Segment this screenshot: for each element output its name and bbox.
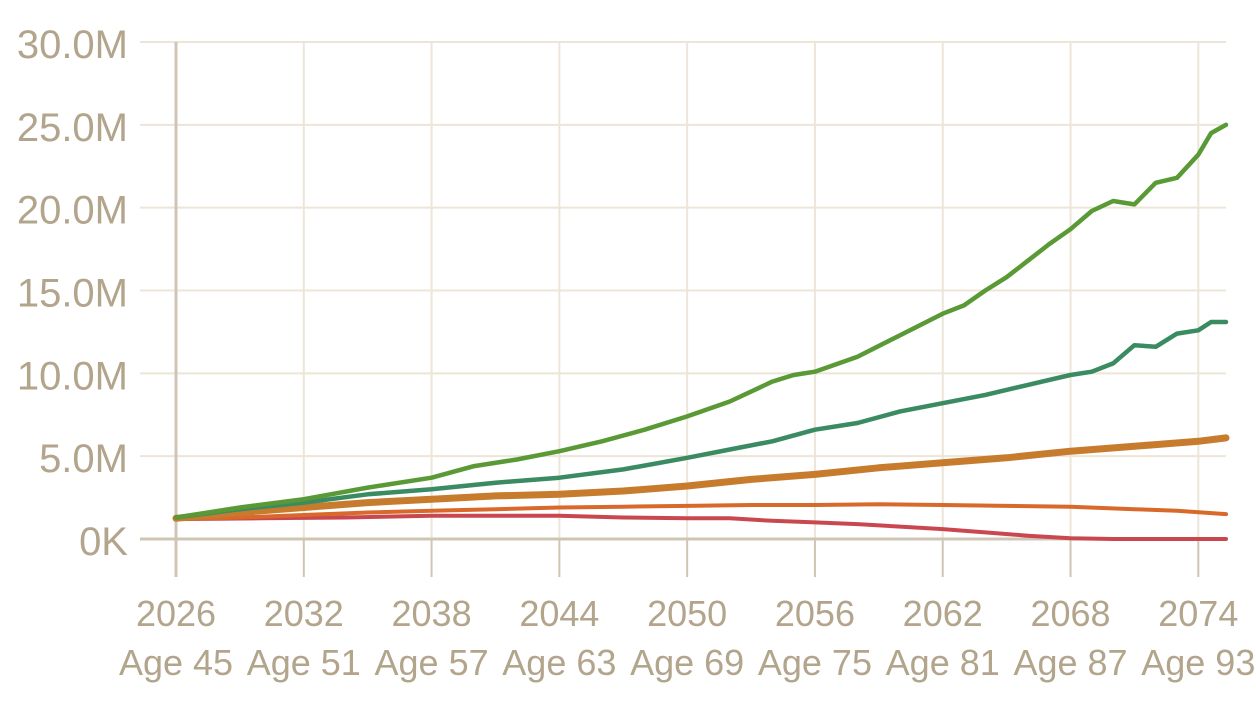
series-line-1 — [173, 122, 1229, 520]
y-tick-label: 20.0M — [17, 189, 128, 233]
y-tick-label: 5.0M — [39, 437, 128, 481]
series-lines — [172, 122, 1230, 541]
x-tick-sublabel: Age 81 — [886, 642, 1000, 683]
y-tick-label: 25.0M — [17, 106, 128, 150]
series-line-3 — [172, 434, 1230, 522]
x-tick-sublabel: Age 57 — [375, 642, 489, 683]
y-tick-label: 30.0M — [17, 23, 128, 67]
y-axis-ticks: 0K 5.0M 10.0M 15.0M 20.0M 25.0M 30.0M — [17, 23, 128, 564]
x-tick-label: 2062 — [903, 593, 983, 634]
x-tick-sublabel: Age 45 — [119, 642, 233, 683]
axes — [140, 42, 1226, 577]
series-line-2 — [173, 319, 1229, 520]
x-tick-label: 2026 — [136, 593, 216, 634]
x-tick-label: 2038 — [392, 593, 472, 634]
x-tick-sublabel: Age 51 — [247, 642, 361, 683]
y-tick-label: 10.0M — [17, 354, 128, 398]
x-tick-label: 2056 — [775, 593, 855, 634]
x-axis-ticks: 2026 Age 45 2032 Age 51 2038 Age 57 2044 Age 63… — [119, 593, 1255, 683]
x-tick-label: 2050 — [647, 593, 727, 634]
x-tick-label: 2074 — [1158, 593, 1238, 634]
x-tick-sublabel: Age 87 — [1013, 642, 1127, 683]
x-tick-label: 2044 — [519, 593, 599, 634]
x-tick-label: 2032 — [264, 593, 344, 634]
y-tick-label: 15.0M — [17, 272, 128, 316]
series-line-5 — [174, 513, 1228, 541]
x-tick-sublabel: Age 69 — [630, 642, 744, 683]
x-tick-sublabel: Age 93 — [1141, 642, 1255, 683]
x-tick-label: 2068 — [1030, 593, 1110, 634]
series-line-4 — [174, 502, 1228, 522]
x-tick-sublabel: Age 63 — [502, 642, 616, 683]
y-tick-label: 0K — [79, 520, 128, 564]
grid-lines — [140, 41, 1226, 539]
x-tick-sublabel: Age 75 — [758, 642, 872, 683]
